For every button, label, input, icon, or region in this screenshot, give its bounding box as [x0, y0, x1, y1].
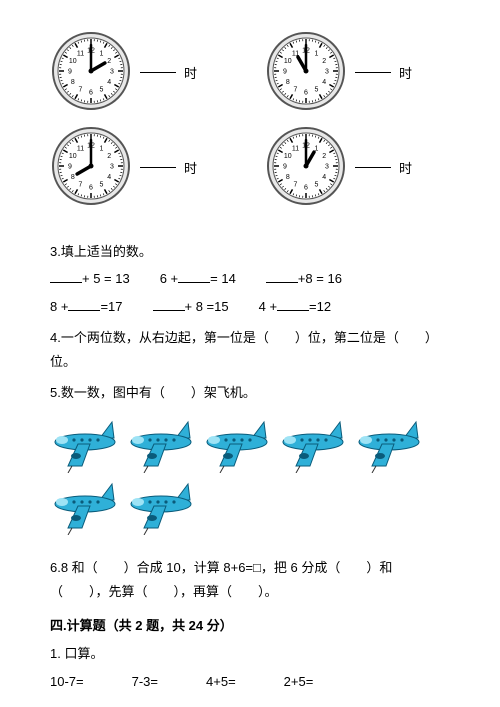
q3-eq: 8 +=17	[50, 295, 123, 318]
svg-text:6: 6	[304, 90, 308, 97]
blank-line[interactable]	[266, 282, 298, 283]
clock-1: 121234567891011	[50, 30, 132, 115]
plane-icon	[126, 418, 196, 476]
svg-text:1: 1	[100, 145, 104, 152]
clock-3: 121234567891011	[50, 125, 132, 210]
svg-text:2: 2	[322, 153, 326, 160]
blank-line[interactable]	[355, 167, 391, 168]
svg-text:4: 4	[322, 79, 326, 86]
q3-eq: + 8 =15	[153, 295, 229, 318]
blank-line[interactable]	[140, 72, 176, 73]
svg-text:6: 6	[89, 185, 93, 192]
clock-suffix: 时	[399, 63, 412, 82]
clock-grid: 121234567891011 时 121234567891011 时 1212…	[50, 30, 450, 210]
q3-eq: + 5 = 13	[50, 267, 130, 290]
question-6: 6.8 和（ ）合成 10，计算 8+6=□，把 6 分成（ ）和（ ），先算（…	[50, 556, 450, 603]
plane-icon	[278, 418, 348, 476]
svg-text:8: 8	[286, 174, 290, 181]
clock-suffix: 时	[184, 158, 197, 177]
svg-text:2: 2	[107, 58, 111, 65]
svg-text:1: 1	[315, 50, 319, 57]
svg-text:7: 7	[79, 182, 83, 189]
clock-cell-2: 121234567891011 时	[265, 30, 450, 115]
svg-text:8: 8	[71, 174, 75, 181]
q3-eq: 6 += 14	[160, 267, 236, 290]
svg-text:5: 5	[315, 87, 319, 94]
blank-line[interactable]	[68, 310, 100, 311]
q3-row2: 8 +=17 + 8 =15 4 +=12	[50, 295, 450, 318]
clock-suffix: 时	[399, 158, 412, 177]
plane-row-1	[50, 418, 450, 476]
clock-4: 121234567891011	[265, 125, 347, 210]
svg-text:3: 3	[325, 164, 329, 171]
svg-text:10: 10	[69, 58, 77, 65]
svg-text:4: 4	[322, 174, 326, 181]
calc-item: 7-3=	[132, 674, 158, 689]
question-5: 5.数一数，图中有（ ）架飞机。	[50, 381, 450, 404]
svg-text:7: 7	[79, 87, 83, 94]
q3-title: 3.填上适当的数。	[50, 240, 450, 263]
svg-text:6: 6	[304, 185, 308, 192]
blank-line[interactable]	[50, 282, 82, 283]
svg-text:9: 9	[68, 69, 72, 76]
svg-text:5: 5	[315, 182, 319, 189]
clock-cell-4: 121234567891011 时	[265, 125, 450, 210]
blank-line[interactable]	[178, 282, 210, 283]
plane-icon	[354, 418, 424, 476]
svg-text:2: 2	[322, 58, 326, 65]
svg-text:6: 6	[89, 90, 93, 97]
svg-text:9: 9	[283, 164, 287, 171]
calc-item: 2+5=	[284, 674, 314, 689]
clock-suffix: 时	[184, 63, 197, 82]
svg-text:9: 9	[283, 69, 287, 76]
svg-text:2: 2	[107, 153, 111, 160]
svg-text:9: 9	[68, 164, 72, 171]
svg-text:5: 5	[100, 87, 104, 94]
question-3: 3.填上适当的数。 + 5 = 13 6 += 14 +8 = 16 8 +=1…	[50, 240, 450, 318]
plane-icon	[202, 418, 272, 476]
plane-icon	[50, 418, 120, 476]
calc-row: 10-7= 7-3= 4+5= 2+5=	[50, 674, 450, 689]
svg-text:10: 10	[284, 58, 292, 65]
svg-text:11: 11	[292, 145, 299, 152]
svg-text:10: 10	[284, 153, 292, 160]
svg-text:7: 7	[294, 87, 298, 94]
blank-line[interactable]	[140, 167, 176, 168]
svg-text:11: 11	[77, 50, 84, 57]
svg-text:3: 3	[110, 164, 114, 171]
blank-line[interactable]	[153, 310, 185, 311]
section-4-sub1: 1. 口算。	[50, 642, 450, 665]
blank-line[interactable]	[277, 310, 309, 311]
svg-text:4: 4	[107, 79, 111, 86]
svg-text:8: 8	[286, 79, 290, 86]
question-4: 4.一个两位数，从右边起，第一位是（ ）位，第二位是（ ）位。	[50, 326, 450, 373]
plane-row-2	[50, 480, 450, 538]
svg-text:8: 8	[71, 79, 75, 86]
clock-cell-1: 121234567891011 时	[50, 30, 235, 115]
svg-text:5: 5	[100, 182, 104, 189]
section-4-title: 四.计算题（共 2 题，共 24 分）	[50, 615, 450, 634]
q3-eq: 4 +=12	[259, 295, 332, 318]
clock-cell-3: 121234567891011 时	[50, 125, 235, 210]
calc-item: 4+5=	[206, 674, 236, 689]
plane-icon	[126, 480, 196, 538]
svg-text:3: 3	[325, 69, 329, 76]
svg-text:4: 4	[107, 174, 111, 181]
q3-row1: + 5 = 13 6 += 14 +8 = 16	[50, 267, 450, 290]
svg-text:11: 11	[77, 145, 84, 152]
svg-text:10: 10	[69, 153, 77, 160]
svg-text:3: 3	[110, 69, 114, 76]
plane-icon	[50, 480, 120, 538]
clock-2: 121234567891011	[265, 30, 347, 115]
calc-item: 10-7=	[50, 674, 84, 689]
svg-text:7: 7	[294, 182, 298, 189]
blank-line[interactable]	[355, 72, 391, 73]
planes-figure	[50, 418, 450, 538]
q3-eq: +8 = 16	[266, 267, 342, 290]
svg-text:1: 1	[100, 50, 104, 57]
